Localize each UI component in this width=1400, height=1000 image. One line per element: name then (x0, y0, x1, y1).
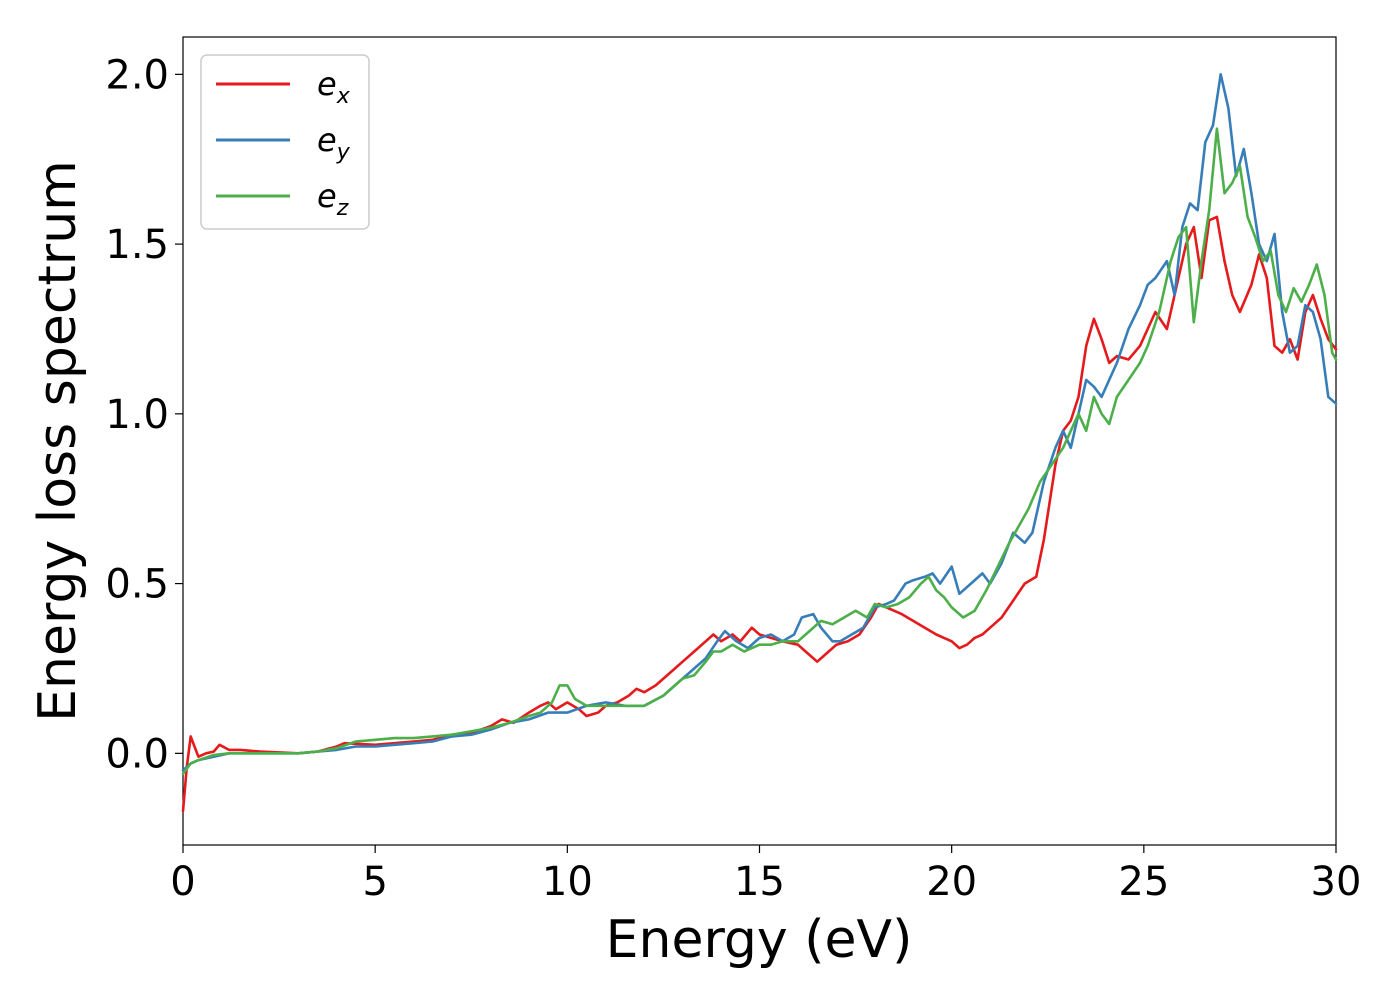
y-tick-label: 2.0 (105, 52, 169, 98)
plot-area (182, 36, 1337, 846)
x-tick-label: 15 (734, 859, 785, 905)
x-tick-label: 10 (542, 859, 593, 905)
x-tick-label: 0 (170, 859, 195, 905)
legend-box (200, 54, 370, 230)
x-tick-label: 20 (926, 859, 977, 905)
y-tick-label: 0.5 (105, 562, 169, 608)
x-tick-label: 25 (1118, 859, 1169, 905)
y-tick-label: 0.0 (105, 731, 169, 777)
x-axis-label: Energy (eV) (606, 910, 913, 970)
y-axis-ticks: 0.0 0.5 1.0 1.5 2.0 (105, 52, 183, 777)
series-line-e-z (181, 127, 1338, 775)
x-tick-label: 30 (1311, 859, 1362, 905)
x-axis-ticks: 0 5 10 15 20 25 30 (170, 845, 1361, 905)
y-tick-label: 1.5 (105, 222, 169, 268)
x-tick-label: 5 (362, 859, 387, 905)
y-axis-label: Energy loss spectrum (28, 160, 88, 722)
series-layer (181, 73, 1338, 813)
y-tick-label: 1.0 (105, 392, 169, 438)
